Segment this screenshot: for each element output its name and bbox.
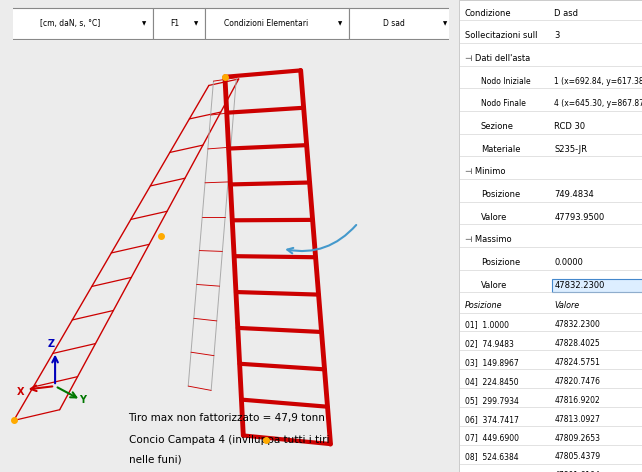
Text: 47805.4379: 47805.4379 xyxy=(554,452,600,462)
Text: ⊣ Dati dell'asta: ⊣ Dati dell'asta xyxy=(465,54,530,63)
Text: 05]  299.7934: 05] 299.7934 xyxy=(465,396,518,405)
Text: 47816.9202: 47816.9202 xyxy=(554,396,600,405)
Text: Nodo Iniziale: Nodo Iniziale xyxy=(481,76,530,86)
Text: Valore: Valore xyxy=(481,212,507,222)
Text: 47809.2653: 47809.2653 xyxy=(554,433,600,443)
Text: Valore: Valore xyxy=(481,280,507,290)
Text: Posizione: Posizione xyxy=(481,190,520,199)
Text: 749.4834: 749.4834 xyxy=(554,190,594,199)
FancyBboxPatch shape xyxy=(205,8,349,39)
Text: Condizioni Elementari: Condizioni Elementari xyxy=(224,19,308,28)
Text: 09]  599.5868: 09] 599.5868 xyxy=(465,471,518,472)
Text: ▼: ▼ xyxy=(443,21,447,26)
Text: Concio Campata 4 (inviluppa tutti i tiri: Concio Campata 4 (inviluppa tutti i tiri xyxy=(128,435,329,445)
Text: ⊣ Minimo: ⊣ Minimo xyxy=(465,167,505,177)
FancyBboxPatch shape xyxy=(153,8,205,39)
Text: nelle funi): nelle funi) xyxy=(128,454,181,464)
Text: D asd: D asd xyxy=(554,8,578,18)
Text: S235-JR: S235-JR xyxy=(554,144,587,154)
Text: 47832.2300: 47832.2300 xyxy=(554,320,600,329)
Text: Posizione: Posizione xyxy=(465,301,502,310)
FancyBboxPatch shape xyxy=(8,8,153,39)
Text: 03]  149.8967: 03] 149.8967 xyxy=(465,358,518,367)
Text: ⊣ Massimo: ⊣ Massimo xyxy=(465,235,511,244)
Text: Tiro max non fattorizzato = 47,9 tonn: Tiro max non fattorizzato = 47,9 tonn xyxy=(128,413,325,423)
Text: 47820.7476: 47820.7476 xyxy=(554,377,600,386)
Text: 3: 3 xyxy=(554,31,560,41)
Text: Condizione: Condizione xyxy=(465,8,511,18)
Text: Sollecitazioni sull: Sollecitazioni sull xyxy=(465,31,537,41)
Text: 04]  224.8450: 04] 224.8450 xyxy=(465,377,518,386)
Text: [cm, daN, s, °C]: [cm, daN, s, °C] xyxy=(40,19,100,28)
Text: 47832.2300: 47832.2300 xyxy=(554,280,605,290)
Text: 06]  374.7417: 06] 374.7417 xyxy=(465,414,518,424)
Bar xyxy=(552,279,642,292)
Text: 08]  524.6384: 08] 524.6384 xyxy=(465,452,518,462)
Text: ▼: ▼ xyxy=(142,21,146,26)
Text: 47813.0927: 47813.0927 xyxy=(554,414,600,424)
Text: 47793.9500: 47793.9500 xyxy=(554,212,604,222)
Text: 47828.4025: 47828.4025 xyxy=(554,339,600,348)
Text: 02]  74.9483: 02] 74.9483 xyxy=(465,339,514,348)
FancyBboxPatch shape xyxy=(349,8,454,39)
Text: Sezione: Sezione xyxy=(481,122,514,131)
Text: 47801.6104: 47801.6104 xyxy=(554,471,600,472)
Text: RCD 30: RCD 30 xyxy=(554,122,586,131)
Text: Posizione: Posizione xyxy=(481,258,520,267)
Text: Valore: Valore xyxy=(554,301,579,310)
Text: F1: F1 xyxy=(171,19,180,28)
Text: Nodo Finale: Nodo Finale xyxy=(481,99,526,109)
Text: Y: Y xyxy=(79,395,86,405)
Text: ▼: ▼ xyxy=(338,21,342,26)
Text: Materiale: Materiale xyxy=(481,144,521,154)
Text: 47824.5751: 47824.5751 xyxy=(554,358,600,367)
Text: 4 (x=645.30, y=867.87, z=3.03): 4 (x=645.30, y=867.87, z=3.03) xyxy=(554,99,642,109)
Text: 07]  449.6900: 07] 449.6900 xyxy=(465,433,519,443)
Text: 0.0000: 0.0000 xyxy=(554,258,583,267)
Text: ▼: ▼ xyxy=(194,21,198,26)
Text: 01]  1.0000: 01] 1.0000 xyxy=(465,320,508,329)
Text: Z: Z xyxy=(48,338,55,349)
Text: 1 (x=692.84, y=617.38, z=589.74: 1 (x=692.84, y=617.38, z=589.74 xyxy=(554,76,642,86)
Text: D sad: D sad xyxy=(383,19,404,28)
Text: X: X xyxy=(17,387,24,396)
